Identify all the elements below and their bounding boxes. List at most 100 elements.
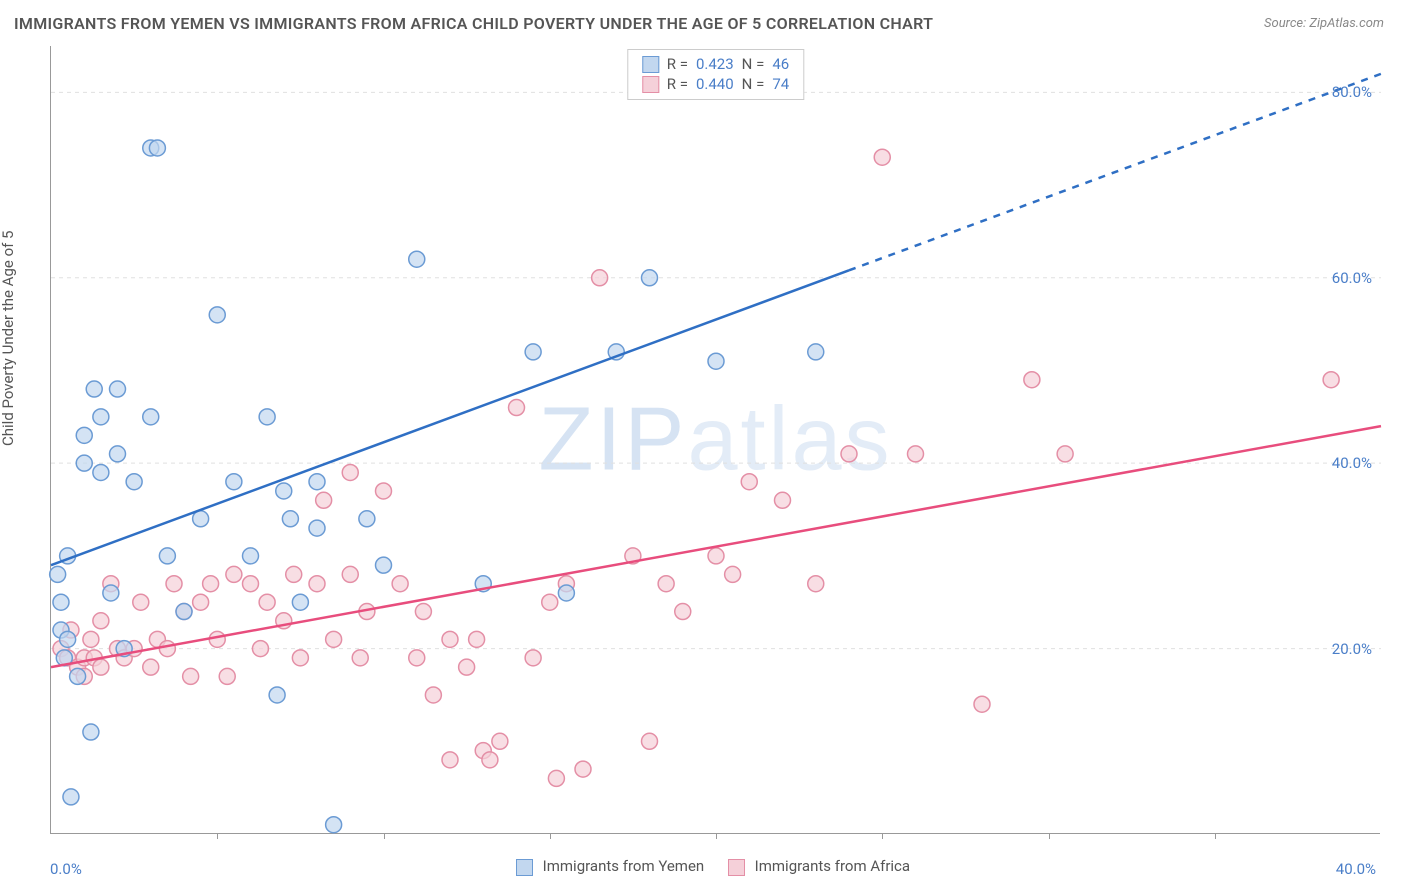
y-tick-label: 20.0% — [1332, 640, 1372, 658]
x-tick — [882, 833, 883, 839]
scatter-point — [93, 659, 109, 675]
scatter-point — [459, 659, 475, 675]
scatter-point — [326, 631, 342, 647]
x-tick — [1215, 833, 1216, 839]
scatter-point — [1323, 372, 1339, 388]
stats-row: R = 0.423 N = 46 — [642, 54, 789, 74]
scatter-point — [282, 511, 298, 527]
scatter-point — [292, 594, 308, 610]
scatter-point — [425, 687, 441, 703]
scatter-point — [874, 149, 890, 165]
scatter-point — [808, 344, 824, 360]
y-tick-label: 40.0% — [1332, 454, 1372, 472]
legend-label: Immigrants from Africa — [755, 857, 910, 875]
scatter-point — [209, 631, 225, 647]
x-tick — [1049, 833, 1050, 839]
scatter-point — [176, 604, 192, 620]
scatter-point — [259, 409, 275, 425]
scatter-point — [93, 409, 109, 425]
scatter-point — [509, 400, 525, 416]
scatter-point — [86, 381, 102, 397]
scatter-point — [725, 566, 741, 582]
scatter-point — [60, 631, 76, 647]
scatter-point — [243, 548, 259, 564]
scatter-point — [83, 631, 99, 647]
scatter-point — [259, 594, 275, 610]
series-swatch-icon — [642, 56, 659, 73]
scatter-point — [70, 668, 86, 684]
scatter-point — [675, 604, 691, 620]
stat-r-value: 0.423 — [696, 54, 734, 74]
scatter-point — [53, 594, 69, 610]
scatter-point — [103, 585, 119, 601]
scatter-point — [708, 548, 724, 564]
scatter-point — [376, 557, 392, 573]
scatter-point — [166, 576, 182, 592]
stats-legend-box: R = 0.423 N = 46 R = 0.440 N = 74 — [627, 49, 804, 100]
scatter-point — [542, 594, 558, 610]
scatter-point — [219, 668, 235, 684]
scatter-point — [76, 455, 92, 471]
scatter-point — [309, 576, 325, 592]
stat-n-value: 46 — [772, 54, 789, 74]
scatter-point — [415, 604, 431, 620]
scatter-point — [409, 251, 425, 267]
legend-swatch-icon — [516, 859, 533, 876]
scatter-point — [342, 464, 358, 480]
source-attribution: Source: ZipAtlas.com — [1264, 16, 1384, 31]
scatter-point — [50, 566, 66, 582]
scatter-point — [352, 650, 368, 666]
scatter-point — [1024, 372, 1040, 388]
scatter-point — [226, 474, 242, 490]
scatter-point — [292, 650, 308, 666]
chart-container: IMMIGRANTS FROM YEMEN VS IMMIGRANTS FROM… — [0, 0, 1406, 892]
legend-label: Immigrants from Yemen — [543, 857, 705, 875]
scatter-point — [658, 576, 674, 592]
x-tick — [716, 833, 717, 839]
scatter-point — [492, 733, 508, 749]
y-tick-label: 60.0% — [1332, 269, 1372, 287]
y-tick-label: 80.0% — [1332, 83, 1372, 101]
scatter-point — [575, 761, 591, 777]
scatter-point — [642, 733, 658, 749]
scatter-point — [482, 752, 498, 768]
scatter-point — [159, 548, 175, 564]
scatter-point — [808, 576, 824, 592]
scatter-point — [974, 696, 990, 712]
scatter-point — [841, 446, 857, 462]
scatter-point — [243, 576, 259, 592]
scatter-point — [741, 474, 757, 490]
scatter-point — [252, 641, 268, 657]
scatter-point — [193, 594, 209, 610]
scatter-point — [342, 566, 358, 582]
scatter-point — [1057, 446, 1073, 462]
stat-label: R = — [667, 74, 688, 94]
scatter-plot-svg — [51, 46, 1381, 834]
scatter-point — [110, 446, 126, 462]
scatter-point — [592, 270, 608, 286]
x-tick — [550, 833, 551, 839]
x-tick — [384, 833, 385, 839]
bottom-legend: Immigrants from Yemen Immigrants from Af… — [0, 857, 1406, 876]
scatter-point — [309, 520, 325, 536]
scatter-point — [558, 585, 574, 601]
series-swatch-icon — [642, 76, 659, 93]
scatter-point — [359, 511, 375, 527]
scatter-point — [93, 464, 109, 480]
x-tick — [217, 833, 218, 839]
scatter-point — [525, 650, 541, 666]
scatter-point — [133, 594, 149, 610]
scatter-point — [775, 492, 791, 508]
scatter-point — [376, 483, 392, 499]
scatter-point — [469, 631, 485, 647]
scatter-point — [143, 409, 159, 425]
scatter-point — [908, 446, 924, 462]
scatter-point — [442, 752, 458, 768]
scatter-point — [442, 631, 458, 647]
scatter-point — [269, 687, 285, 703]
scatter-point — [276, 483, 292, 499]
scatter-point — [309, 474, 325, 490]
scatter-point — [525, 344, 541, 360]
legend-swatch-icon — [728, 859, 745, 876]
scatter-point — [63, 789, 79, 805]
